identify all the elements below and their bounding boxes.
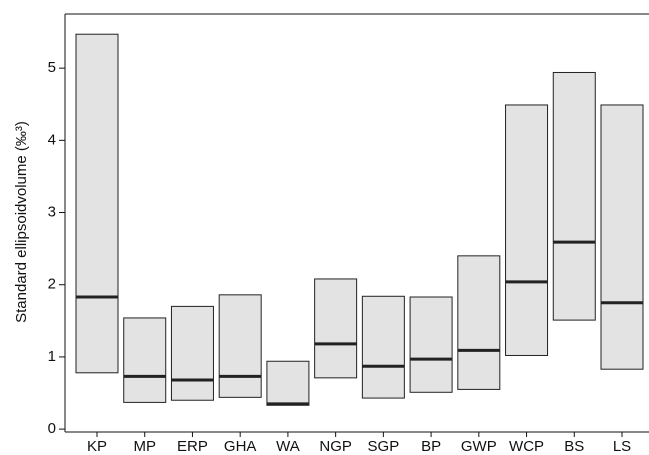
x-tick-label: LS — [613, 438, 631, 455]
bar — [600, 104, 644, 370]
bar — [409, 296, 453, 393]
x-tick-label: NGP — [319, 438, 352, 455]
bar — [170, 305, 214, 401]
bar — [266, 360, 310, 406]
bar — [457, 255, 501, 390]
bar — [75, 33, 119, 374]
x-tick-label: ERP — [177, 438, 208, 455]
y-tick-label: 4 — [48, 131, 56, 148]
bar — [505, 104, 549, 356]
y-tick-label: 2 — [48, 276, 56, 293]
y-tick-label: 3 — [48, 204, 56, 221]
bar — [552, 71, 596, 321]
y-tick-label: 1 — [48, 348, 56, 365]
bar — [314, 278, 358, 379]
x-tick-label: GWP — [461, 438, 497, 455]
y-tick-label: 5 — [48, 59, 56, 76]
x-tick-label: MP — [133, 438, 156, 455]
x-tick-label: BS — [564, 438, 584, 455]
bar — [218, 294, 262, 398]
x-tick-label: BP — [421, 438, 441, 455]
y-tick-label: 0 — [48, 420, 56, 437]
y-axis-label: Standard ellipsoidvolume (‰³) — [13, 121, 30, 323]
bar — [123, 317, 167, 403]
x-tick-label: WCP — [509, 438, 544, 455]
x-tick-label: SGP — [368, 438, 400, 455]
bar — [361, 295, 405, 399]
x-tick-label: WA — [276, 438, 300, 455]
x-tick-label: KP — [87, 438, 107, 455]
x-tick-label: GHA — [224, 438, 257, 455]
